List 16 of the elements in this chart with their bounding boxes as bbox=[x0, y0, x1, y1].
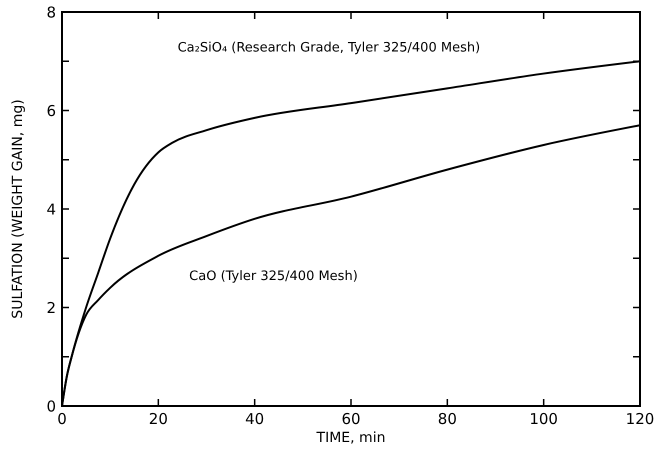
y-tick-label: 2 bbox=[46, 298, 56, 317]
y-tick-label: 6 bbox=[46, 102, 56, 120]
x-tick-label: 80 bbox=[438, 410, 457, 428]
series-label: CaO (Tyler 325/400 Mesh) bbox=[189, 268, 358, 284]
y-tick-label: 4 bbox=[46, 200, 56, 218]
y-axis-title: SULFATION (WEIGHT GAIN, mg) bbox=[10, 99, 26, 319]
x-tick-label: 100 bbox=[529, 410, 558, 428]
x-tick-label: 40 bbox=[245, 410, 264, 428]
y-tick-label: 8 bbox=[46, 3, 56, 22]
text: Ca₂SiO₄ (Research Grade, Tyler 325/400 Mesh) bbox=[178, 40, 480, 56]
x-tick-label: 20 bbox=[148, 410, 168, 428]
x-axis-title: TIME, min bbox=[316, 430, 386, 446]
x-tick-label: 60 bbox=[341, 410, 361, 428]
x-tick-label: 0 bbox=[57, 410, 67, 428]
x-tick-label: 120 bbox=[626, 410, 654, 428]
y-tick-label: 0 bbox=[46, 397, 56, 416]
